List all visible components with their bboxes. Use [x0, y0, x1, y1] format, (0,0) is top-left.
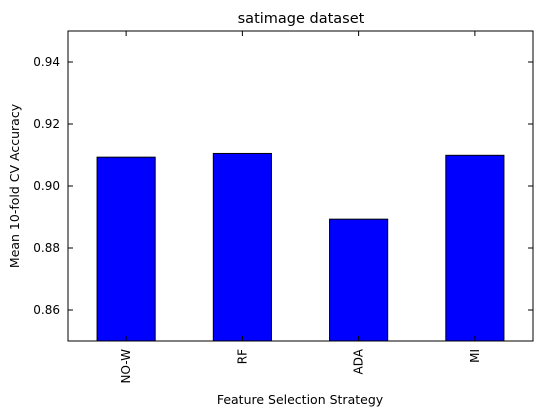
bar-rf	[212, 152, 272, 342]
x-axis-label: Feature Selection Strategy	[217, 392, 384, 407]
y-tick-label: 0.86	[33, 303, 60, 317]
x-tick-label: ADA	[352, 348, 366, 374]
y-tick-label: 0.92	[33, 117, 60, 131]
y-tick-label: 0.90	[33, 179, 60, 193]
y-axis-label: Mean 10-fold CV Accuracy	[7, 103, 22, 268]
x-tick-label: MI	[468, 349, 482, 363]
bar-no-w	[96, 156, 156, 342]
bar-ada	[329, 218, 389, 342]
bar-mi	[445, 154, 505, 342]
plot-frame	[67, 30, 534, 342]
chart-title: satimage dataset	[238, 11, 365, 27]
y-axis: 0.86 0.88 0.90 0.92 0.94	[33, 55, 533, 317]
y-tick-label: 0.88	[33, 241, 60, 255]
x-tick-label: NO-W	[119, 349, 133, 384]
y-tick-label: 0.94	[33, 55, 60, 69]
x-tick-label: RF	[235, 349, 249, 364]
x-axis: NO-W RF ADA MI	[119, 31, 482, 383]
bars-group	[96, 152, 505, 342]
